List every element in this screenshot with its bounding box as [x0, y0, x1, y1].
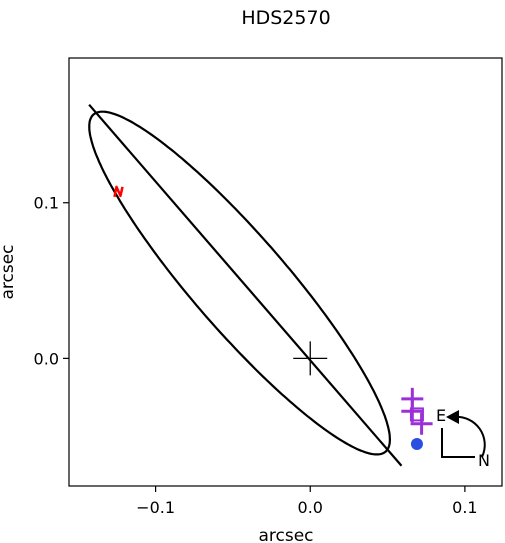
y-tick-label-2: 0.1: [34, 194, 59, 213]
x-tick-label-1: −0.1: [136, 498, 175, 517]
axis-layer: −0.1 0.0 0.1 0.0 0.1: [34, 194, 478, 517]
orientation-indicator: E N: [436, 406, 490, 470]
east-label: E: [436, 406, 446, 425]
y-axis-label: arcsec: [0, 244, 18, 299]
observation-marker-2: [401, 400, 424, 423]
predicted-position-marker: [410, 437, 423, 450]
line-of-nodes: [88, 103, 403, 467]
periastron-tick: [113, 185, 124, 198]
y-tick-label-1: 0.0: [34, 349, 59, 368]
north-arrow-head: [446, 410, 459, 424]
north-arrow-arc: [453, 415, 486, 458]
chart-title: HDS2570: [241, 7, 330, 29]
orbit-ellipse: [88, 110, 392, 456]
plot-layer: [88, 103, 433, 467]
primary-star-marker: [293, 341, 328, 376]
observation-box-marker: [409, 407, 424, 422]
x-tick-label-3: 0.1: [452, 498, 477, 517]
x-axis-label: arcsec: [258, 526, 313, 543]
x-tick-label-2: 0.0: [298, 498, 323, 517]
plot-frame: [68, 57, 503, 487]
north-label: N: [478, 451, 490, 470]
compass-axes: [441, 428, 475, 458]
observation-marker-3: [410, 412, 433, 435]
